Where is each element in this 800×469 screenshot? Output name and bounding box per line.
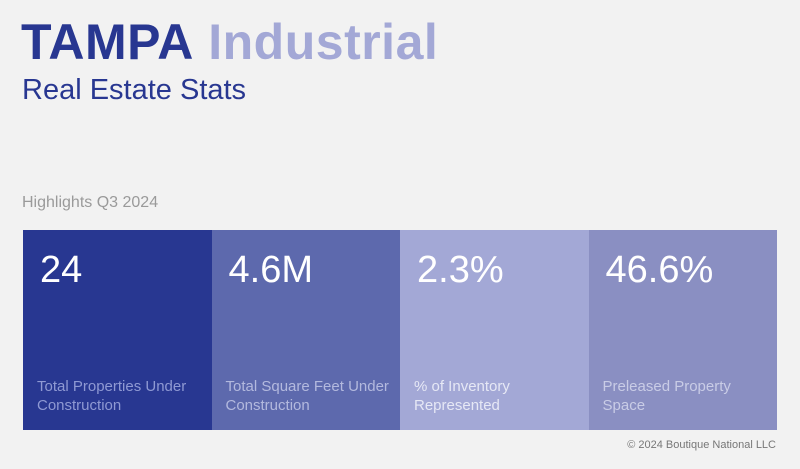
stat-value: 4.6M	[228, 249, 313, 291]
stat-card-square-feet: 4.6M Total Square Feet Under Constructio…	[211, 230, 400, 430]
stat-value: 46.6%	[605, 249, 714, 291]
stat-value: 2.3%	[417, 249, 504, 291]
copyright-footer: © 2024 Boutique National LLC	[627, 439, 776, 451]
page-subtitle: Real Estate Stats	[22, 74, 247, 106]
stats-row: 24 Total Properties Under Construction 4…	[23, 230, 777, 430]
title-city: TAMPA	[21, 14, 194, 70]
stat-label: % of Inventory Represented	[414, 378, 510, 414]
stat-card-preleased: 46.6% Preleased Property Space	[588, 230, 777, 430]
highlights-label: Highlights Q3 2024	[22, 194, 159, 211]
stat-label: Preleased Property Space	[602, 378, 731, 414]
stat-label: Total Properties Under Construction	[37, 378, 187, 414]
title-sector: Industrial	[208, 14, 439, 70]
page-title: TAMPA Industrial	[21, 12, 438, 72]
stat-card-inventory: 2.3% % of Inventory Represented	[400, 230, 589, 430]
stat-value: 24	[40, 249, 83, 291]
stat-label: Total Square Feet Under Construction	[225, 378, 389, 414]
stat-card-properties: 24 Total Properties Under Construction	[23, 230, 212, 430]
